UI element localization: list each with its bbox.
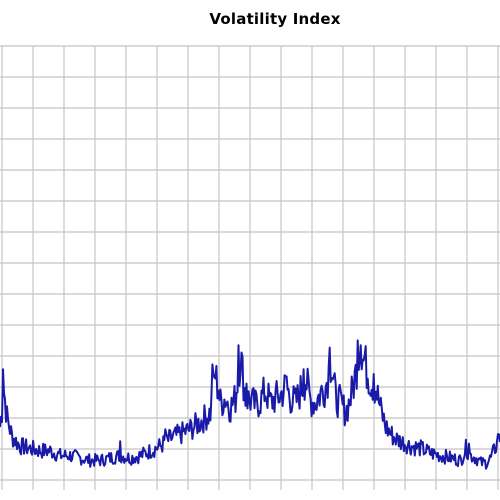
chart-title: Volatility Index (209, 10, 341, 28)
volatility-series-line (0, 339, 500, 470)
chart-gridlines (0, 45, 500, 490)
chart-series-layer (0, 339, 500, 470)
